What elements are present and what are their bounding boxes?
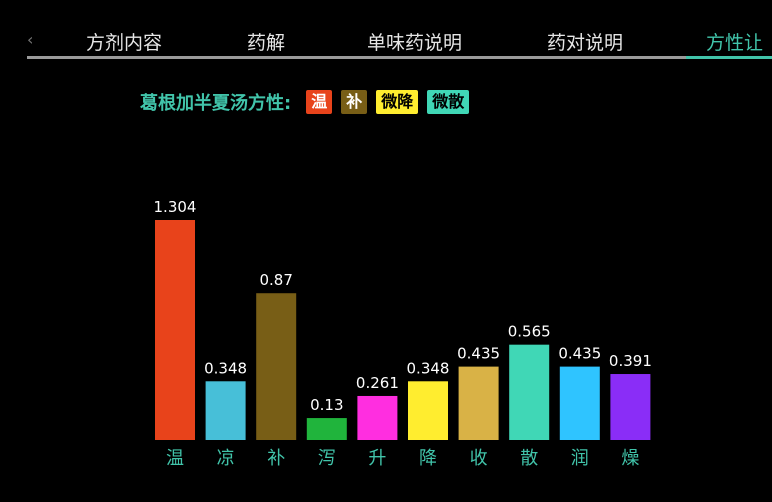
tab-bar: ‹ 方剂内容 药解 单味药说明 药对说明 方性让 <box>0 0 772 62</box>
bar-7 <box>458 366 499 440</box>
category-label-9: 润 <box>571 448 589 469</box>
nature-badge-slight-descend: 微降 <box>376 90 419 114</box>
tab-single-herb-notes[interactable]: 单味药说明 <box>367 32 463 54</box>
bar-9 <box>559 366 600 440</box>
value-label-4: 0.13 <box>310 396 343 414</box>
value-label-7: 0.435 <box>457 345 500 363</box>
category-label-5: 升 <box>368 448 386 469</box>
bar-8 <box>509 344 550 440</box>
summary-label: 葛根加半夏汤方性: <box>140 93 292 114</box>
category-label-7: 收 <box>470 448 488 469</box>
tab-herb-explanation[interactable]: 药解 <box>247 32 286 54</box>
value-label-5: 0.261 <box>356 374 399 392</box>
category-label-8: 散 <box>520 448 538 469</box>
tab-formula-nature[interactable]: 方性让 <box>706 32 764 54</box>
tab-underline <box>27 56 772 59</box>
tab-formula-content[interactable]: 方剂内容 <box>86 32 163 54</box>
nature-badge-tonify: 补 <box>341 90 368 114</box>
category-label-3: 补 <box>267 448 285 469</box>
category-label-6: 降 <box>419 448 437 469</box>
bar-10 <box>610 374 651 440</box>
formula-nature-summary: 葛根加半夏汤方性: 温 补 微降 微散 <box>140 88 470 116</box>
value-label-9: 0.435 <box>558 345 601 363</box>
tab-active-indicator <box>686 56 772 59</box>
category-label-10: 燥 <box>621 448 639 469</box>
nature-badge-warm: 温 <box>306 90 333 114</box>
bar-4 <box>306 418 347 440</box>
value-label-1: 1.304 <box>154 198 197 216</box>
value-label-10: 0.391 <box>609 352 652 370</box>
bar-1 <box>155 220 195 440</box>
bar-2 <box>205 381 246 440</box>
bar-5 <box>357 395 398 440</box>
value-label-3: 0.87 <box>259 271 292 289</box>
value-label-8: 0.565 <box>508 323 551 341</box>
category-label-2: 凉 <box>217 448 235 469</box>
category-label-1: 温 <box>166 448 184 469</box>
category-label-4: 泻 <box>318 448 336 469</box>
bar-6 <box>408 381 448 440</box>
value-label-6: 0.348 <box>407 359 450 377</box>
nature-badge-slight-disperse: 微散 <box>427 90 470 114</box>
tab-herb-pair-notes[interactable]: 药对说明 <box>547 32 624 54</box>
chevron-left-icon[interactable]: ‹ <box>27 30 34 49</box>
value-label-2: 0.348 <box>204 359 247 377</box>
bar-3 <box>256 293 297 440</box>
